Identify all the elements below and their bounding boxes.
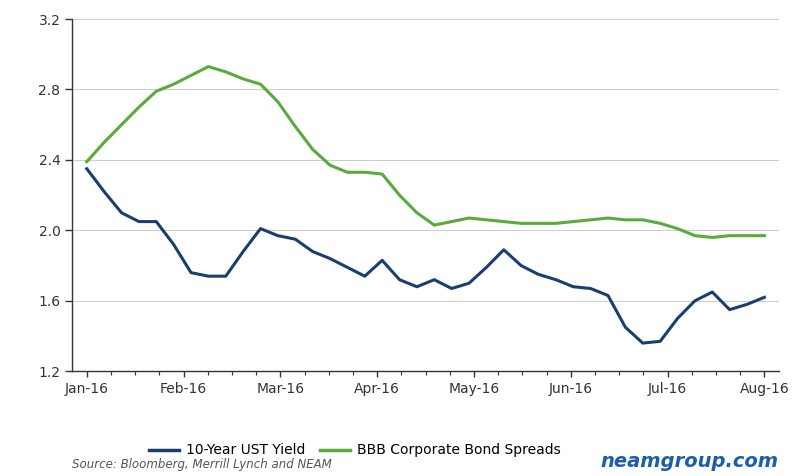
Legend: 10-Year UST Yield, BBB Corporate Bond Spreads: 10-Year UST Yield, BBB Corporate Bond Sp… [144, 438, 565, 463]
Text: Source: Bloomberg, Merrill Lynch and NEAM: Source: Bloomberg, Merrill Lynch and NEA… [72, 458, 331, 471]
Text: neamgroup.com: neamgroup.com [600, 452, 778, 471]
